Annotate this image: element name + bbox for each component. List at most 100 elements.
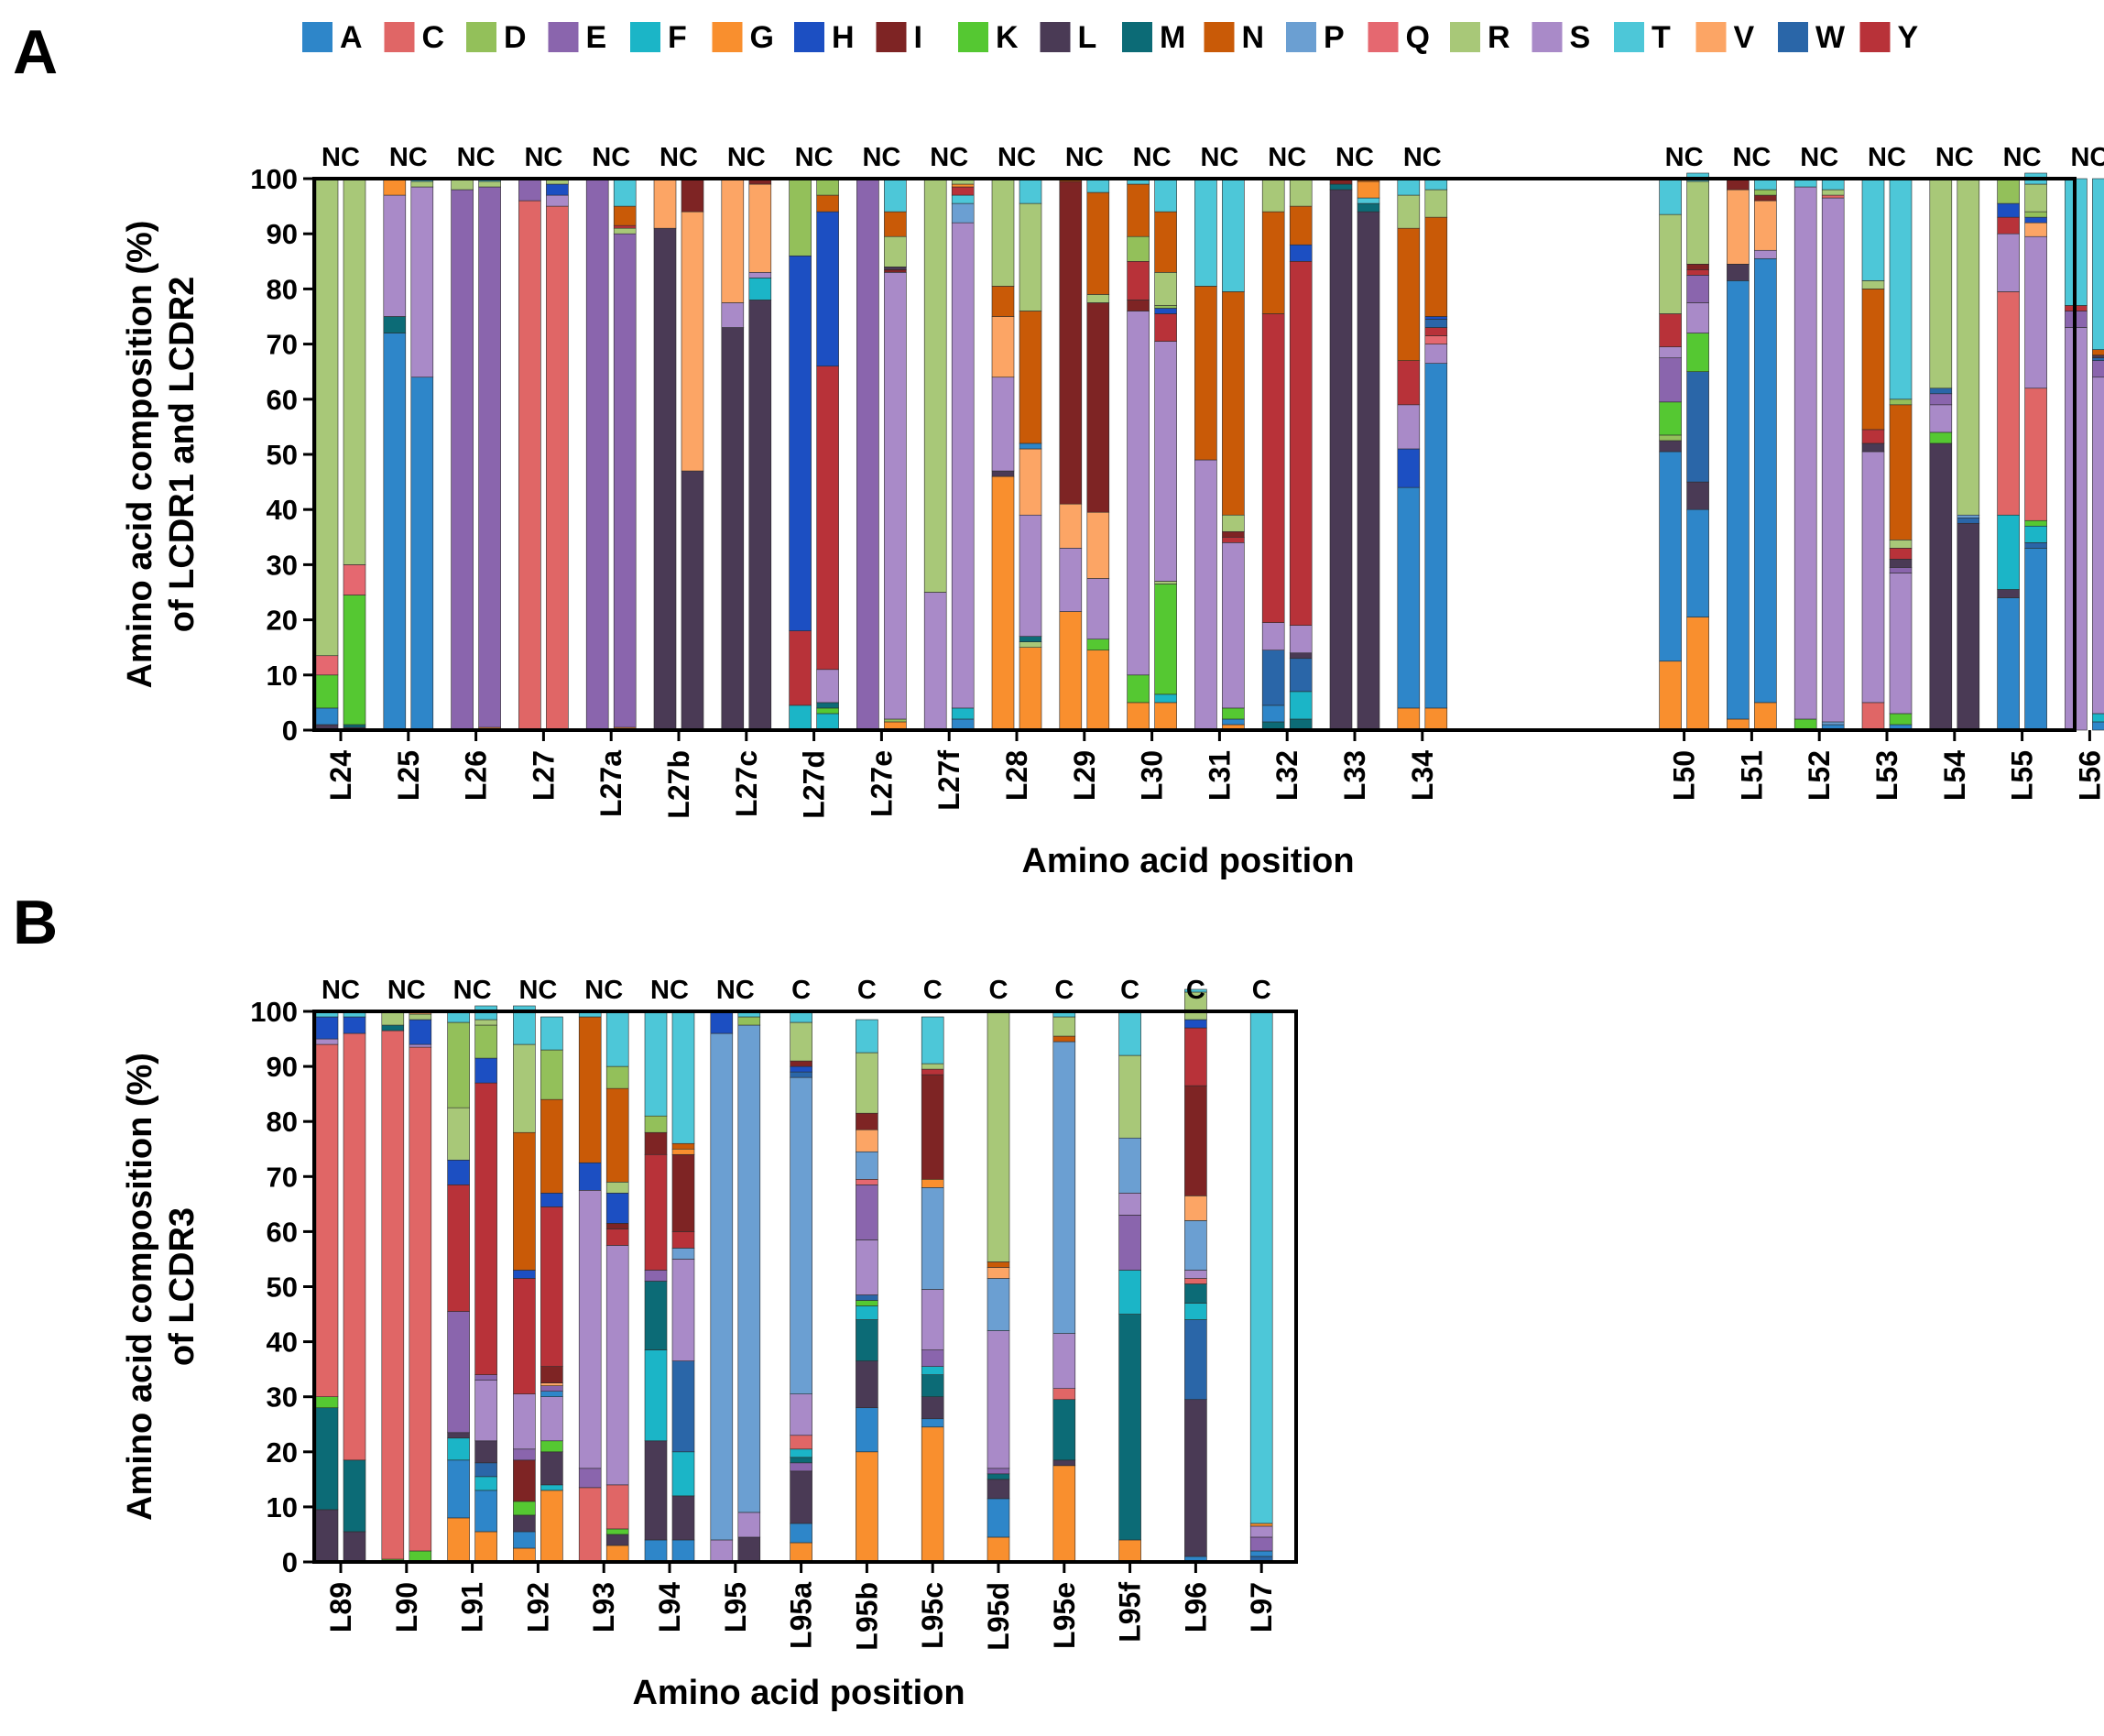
bar-segment-a-l52-2-s [1821,197,1845,723]
bar-segment-a-l27-2-s [546,194,569,207]
bar-segment-b-l92-2-k [540,1440,563,1453]
bar-segment-b-l95e-1-n [1052,1035,1076,1043]
bar-segment-b-l92-2-i [540,1366,563,1383]
bar-segment-b-l95-1-p [710,1032,734,1541]
legend-swatch-y [1859,22,1891,52]
bar-segment-b-l95f-1-g [1118,1539,1141,1563]
bar-segment-a-l27e-2-d [884,718,907,723]
bar-segment-b-l92-2-a [540,1391,563,1397]
bar-segment-a-l51-1-v [1727,189,1750,265]
bar-segment-b-l91-2-r [474,1019,497,1026]
bar-segment-a-l29-2-t [1086,178,1110,193]
bar-segment-a-l27f-2-y [951,186,975,196]
bar-segment-a-l50-2-k [1686,333,1709,372]
bar-segment-b-l95f-1-r [1118,1054,1141,1139]
bar-segment-a-l31-2-a [1222,718,1245,726]
legend-label-f: F [668,20,687,55]
bar-segment-b-l97-1-e [1249,1536,1273,1552]
y-tick-label-a-20: 20 [267,605,298,637]
group-label-a-l54: NC [1935,143,1974,172]
x-tick-label-a-l27c: L27c [730,750,763,817]
bar-segment-a-l29-2-i [1086,302,1110,513]
legend-swatch-v [1695,22,1727,52]
bar-segment-b-l96-1-f [1184,1303,1207,1320]
bar-segment-a-l55-2-k [2024,519,2047,527]
bar-segment-b-l91-1-y [447,1185,470,1312]
bar-segment-b-l94-1-l [644,1440,668,1541]
bar-segment-a-l28-2-v [1019,448,1042,516]
bar-segment-a-l27d-1-d [789,178,812,257]
group-label-a-l27c: NC [727,143,766,172]
bar-segment-b-l94-1-y [644,1153,668,1271]
bar-segment-b-l91-1-l [447,1432,470,1439]
legend-swatch-f [630,22,660,52]
x-tick-label-b-l89: L89 [324,1582,357,1632]
bar-segment-a-l28-2-n [1019,311,1042,444]
bar-segment-b-l89-1-k [315,1396,339,1409]
bar-segment-b-l94-2-a [671,1539,695,1563]
bar-segment-a-l29-1-g [1059,611,1083,731]
bar-segment-a-l50-1-a [1659,451,1682,662]
bar-segment-a-l30-2-h [1154,308,1177,314]
bar-segment-a-l33-2-m [1357,202,1380,213]
bar-segment-a-l54-2-p [1957,514,1980,519]
bar-segment-b-l90-1-c [381,1030,405,1560]
bar-segment-b-l91-2-l [474,1440,497,1464]
x-tick-label-a-l50: L50 [1668,750,1701,801]
group-label-a-l29: NC [1065,143,1104,172]
bar-segment-b-l91-1-e [447,1311,470,1434]
bar-segment-b-l94-2-t [671,1010,695,1144]
x-tick-label-a-l52: L52 [1803,750,1836,801]
bar-segment-a-l33-2-l [1357,211,1380,731]
bar-segment-a-l51-1-l [1727,264,1750,281]
legend-label-s: S [1570,20,1591,55]
bar-segment-a-l52-2-p [1821,721,1845,726]
group-label-a-l28: NC [997,143,1036,172]
bar-segment-a-l34-2-a [1424,363,1448,709]
bar-segment-a-l50-2-w [1686,371,1709,483]
x-tick-label-a-l27a: L27a [594,750,627,817]
group-label-b-l95f: C [1120,976,1139,1005]
group-label-a-l27b: NC [660,143,698,172]
bar-segment-b-l95c-1-f [921,1366,944,1375]
bar-segment-b-l95c-1-a [921,1418,944,1428]
group-label-a-l31: NC [1200,143,1238,172]
bar-segment-a-l50-2-r [1686,180,1709,265]
bar-segment-b-l95c-1-g [921,1426,944,1563]
bar-segment-b-l95c-1-m [921,1374,944,1398]
bar-segment-a-l27a-2-e [613,233,637,728]
bar-segment-a-l34-2-q [1424,335,1448,344]
bar-segment-a-l30-1-k [1127,674,1150,704]
bar-segment-a-l24-1-q [315,655,339,676]
bar-segment-a-l27f-2-p [951,202,975,224]
bar-segment-a-l50-1-l [1659,440,1682,453]
x-tick-label-b-l96: L96 [1179,1582,1212,1632]
bar-segment-a-l50-1-s [1659,346,1682,358]
bar-segment-b-l89-1-c [315,1043,339,1398]
bar-segment-a-l34-2-y [1424,327,1448,336]
x-tick-label-a-l29: L29 [1068,750,1101,801]
bar-segment-b-l95d-1-n [987,1261,1010,1268]
y-tick-label-a-100: 100 [250,163,298,195]
group-label-b-l94: NC [650,976,689,1005]
bar-segment-a-l34-1-n [1397,227,1421,361]
y-tick-label-a-90: 90 [267,218,298,250]
bar-segment-b-l95f-1-s [1118,1193,1141,1216]
bar-segment-b-l89-2-m [343,1459,366,1533]
group-label-a-l55: NC [2003,143,2042,172]
bar-segment-a-l54-2-r [1957,178,1980,516]
bar-segment-a-l50-1-k [1659,401,1682,436]
bar-segment-a-l34-2-h [1424,316,1448,320]
bar-segment-b-l95b-1-s [856,1239,878,1295]
bar-segment-a-l27f-2-g [951,183,975,188]
x-tick-label-a-l55: L55 [2006,750,2039,801]
bar-segment-a-l32-1-s [1261,622,1285,651]
bar-segment-a-l30-1-g [1127,702,1150,731]
group-label-a-l25: NC [389,143,428,172]
y-tick-label-b-50: 50 [267,1272,298,1304]
legend-label-r: R [1488,20,1510,55]
x-tick-label-a-l27b: L27b [662,750,695,819]
bar-segment-b-l90-2-c [409,1046,432,1552]
bar-segment-b-l96-1-h [1184,1019,1207,1029]
bar-segment-b-l95e-1-m [1052,1399,1076,1461]
